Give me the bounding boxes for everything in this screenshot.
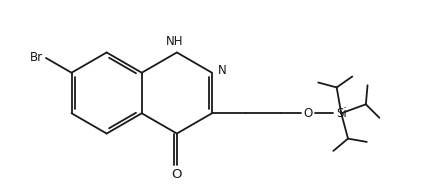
Text: N: N bbox=[218, 64, 227, 77]
Text: O: O bbox=[303, 107, 312, 120]
Text: O: O bbox=[172, 168, 182, 181]
Text: Si: Si bbox=[336, 107, 346, 120]
Text: NH: NH bbox=[166, 35, 183, 48]
Text: Br: Br bbox=[30, 52, 43, 64]
